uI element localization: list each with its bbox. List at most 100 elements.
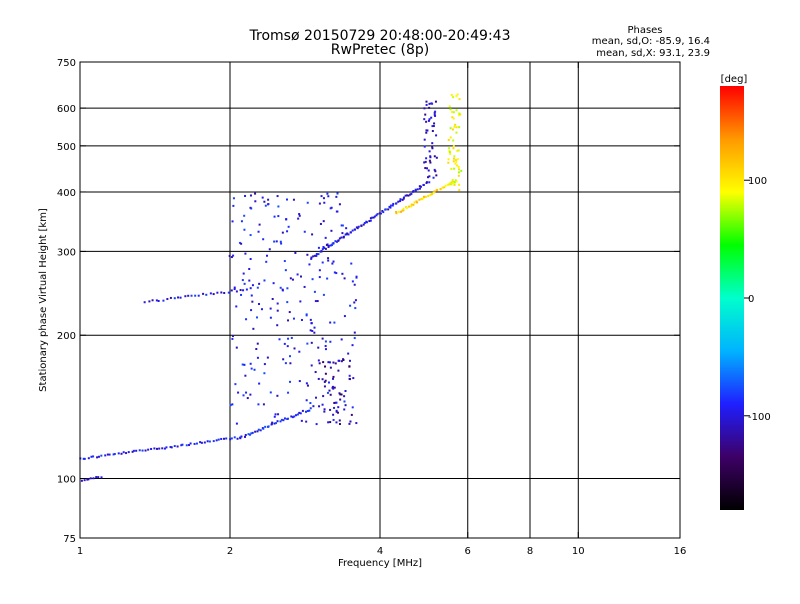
scatter-point [269, 316, 272, 319]
scatter-point [266, 356, 269, 359]
scatter-point [347, 352, 350, 355]
scatter-point [337, 406, 340, 409]
x-axis-label: Frequency [MHz] [338, 558, 422, 569]
scatter-point [258, 303, 261, 306]
scatter-point [333, 406, 336, 409]
scatter-point [402, 197, 405, 200]
scatter-point [274, 413, 277, 416]
scatter-point [457, 165, 460, 168]
scatter-point [423, 118, 426, 121]
scatter-point [428, 102, 431, 105]
scatter-point [233, 436, 236, 439]
stats-line-x: mean, sd,X: 93.1, 23.9 [596, 48, 710, 59]
scatter-point [333, 401, 336, 404]
scatter-point [277, 413, 280, 416]
scatter-point [416, 201, 419, 204]
scatter-point [92, 455, 95, 458]
scatter-point [82, 457, 85, 460]
scatter-point [313, 290, 316, 293]
scatter-point [335, 272, 338, 275]
scatter-point [324, 236, 327, 239]
scatter-point [323, 410, 326, 413]
scatter-point [240, 220, 243, 223]
scatter-point [314, 371, 317, 374]
scatter-point [428, 181, 431, 184]
scatter-point [262, 238, 265, 241]
scatter-point [447, 161, 450, 164]
scatter-point [238, 241, 241, 244]
scatter-point [327, 259, 330, 262]
scatter-point [315, 252, 318, 255]
scatter-point [310, 341, 313, 344]
scatter-point [416, 188, 419, 191]
scatter-point [232, 254, 235, 257]
scatter-point [287, 391, 290, 394]
scatter-point [336, 192, 339, 195]
scatter-point [262, 403, 265, 406]
scatter-point [320, 195, 323, 198]
scatter-point [296, 273, 299, 276]
scatter-point [258, 382, 261, 385]
scatter-point [389, 206, 392, 209]
scatter-point [433, 113, 436, 116]
scatter-point [451, 116, 454, 119]
scatter-point [165, 446, 168, 449]
scatter-point [458, 98, 461, 101]
scatter-point [340, 224, 343, 227]
scatter-point [431, 125, 434, 128]
scatter-point [324, 372, 327, 375]
scatter-point [161, 447, 164, 450]
scatter-point [433, 155, 436, 158]
scatter-point [205, 293, 208, 296]
scatter-point [153, 447, 156, 450]
scatter-point [453, 167, 456, 170]
scatter-point [300, 318, 303, 321]
colorbar [720, 86, 744, 510]
scatter-point [337, 239, 340, 242]
scatter-point [250, 309, 253, 312]
scatter-point [452, 96, 455, 99]
scatter-point [395, 212, 398, 215]
scatter-point [312, 255, 315, 258]
scatter-point [324, 379, 327, 382]
scatter-point [112, 453, 115, 456]
scatter-point [276, 394, 279, 397]
scatter-point [419, 185, 422, 188]
scatter-point [248, 433, 251, 436]
scatter-point [349, 420, 352, 423]
scatter-point [249, 234, 252, 237]
scatter-point [208, 440, 211, 443]
scatter-point [449, 108, 452, 111]
scatter-point [454, 162, 457, 165]
scatter-point [455, 95, 458, 98]
scatter-point [293, 415, 296, 418]
scatter-point [322, 361, 325, 364]
scatter-point [426, 129, 429, 132]
scatter-point [329, 244, 332, 247]
scatter-point [340, 393, 343, 396]
scatter-point [423, 161, 426, 164]
x-tick-label: 10 [572, 546, 585, 557]
scatter-point [432, 176, 435, 179]
scatter-point [338, 423, 341, 426]
scatter-point [100, 454, 103, 457]
scatter-point [425, 100, 428, 103]
scatter-point [248, 279, 251, 282]
scatter-point [251, 284, 254, 287]
scatter-point [310, 256, 313, 259]
scatter-point [448, 105, 451, 108]
scatter-point [415, 200, 418, 203]
scatter-point [351, 229, 354, 232]
scatter-point [242, 289, 245, 292]
scatter-point [404, 194, 407, 197]
scatter-point [321, 378, 324, 381]
scatter-point [301, 409, 304, 412]
scatter-point [448, 147, 451, 150]
scatter-point [306, 253, 309, 256]
scatter-point [156, 447, 159, 450]
scatter-point [431, 145, 434, 148]
scatter-point [89, 477, 92, 480]
scatter-point [243, 282, 246, 285]
scatter-point [400, 210, 403, 213]
